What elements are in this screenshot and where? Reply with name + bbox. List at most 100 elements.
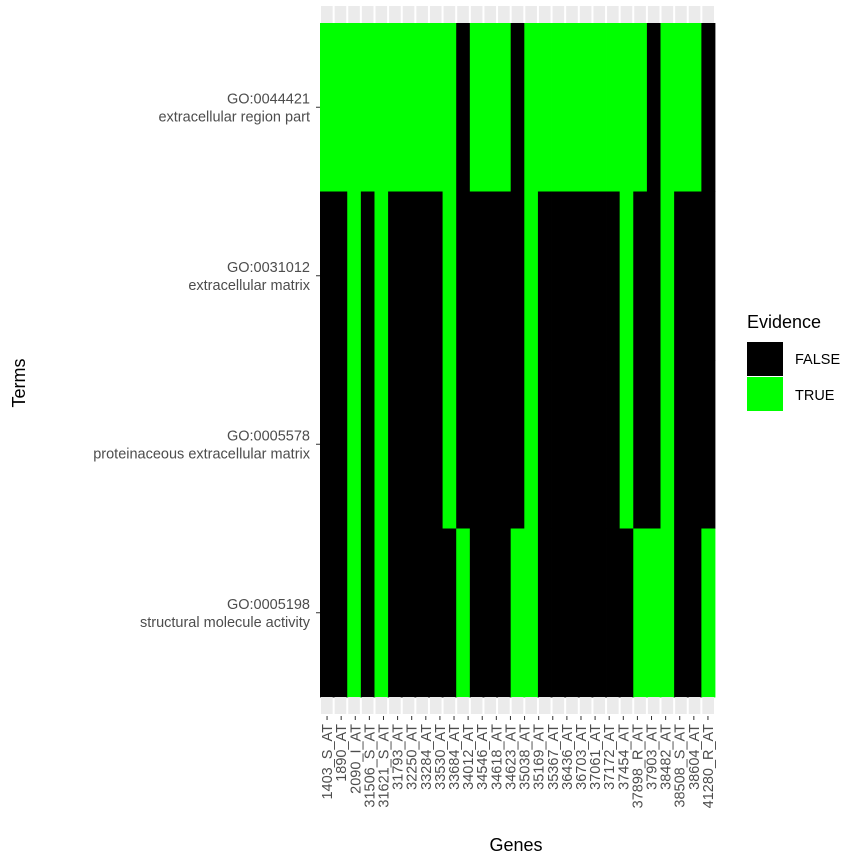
legend-swatch-true — [747, 377, 783, 411]
heatmap-cell — [442, 23, 457, 192]
bottom-strip-segment — [675, 697, 687, 714]
x-tick-label: 37903_AT — [645, 724, 661, 790]
x-tick-label: 38482_AT — [659, 724, 675, 790]
top-strip-segment — [675, 6, 687, 23]
heatmap-cell — [701, 360, 716, 529]
heatmap-cell — [374, 191, 389, 361]
heatmap-cell — [537, 191, 552, 361]
x-tick-label: 37898_R_AT — [630, 724, 646, 809]
legend-swatch-false — [747, 342, 783, 376]
bottom-strip-segment — [593, 697, 606, 714]
heatmap-cell — [606, 528, 621, 698]
heatmap-cell — [360, 23, 375, 192]
heatmap-cell — [537, 528, 552, 698]
top-strip-segment — [525, 6, 537, 23]
top-strip-segment — [593, 6, 606, 23]
heatmap-cell — [483, 191, 498, 361]
heatmap-cell — [388, 360, 403, 529]
x-tick-label: 36436_AT — [560, 724, 576, 790]
x-tick-label: 31793_AT — [391, 724, 407, 790]
top-strip-segment — [661, 6, 674, 23]
heatmap-cell — [401, 191, 416, 361]
top-strip-segment — [634, 6, 646, 23]
heatmap-cell — [428, 528, 443, 698]
heatmap-cell — [320, 23, 335, 192]
heatmap-cell — [660, 23, 675, 192]
top-strip-segment — [348, 6, 360, 23]
heatmap-cell — [633, 528, 648, 698]
bottom-strip-segment — [498, 697, 510, 714]
heatmap-cell — [565, 360, 580, 529]
heatmap-cell — [483, 360, 498, 529]
top-strip-segment — [511, 6, 524, 23]
heatmap-cell — [619, 360, 634, 529]
heatmap-cell — [483, 23, 498, 192]
heatmap-cell — [606, 23, 621, 192]
top-strip-segment — [334, 6, 347, 23]
heatmap-cell — [606, 360, 621, 529]
y-tick-label-id: GO:0031012 — [227, 260, 310, 276]
x-tick-label: 34546_AT — [475, 724, 491, 790]
bottom-strip-segment — [389, 697, 401, 714]
heatmap-cell — [578, 23, 593, 192]
y-axis: GO:0044421 extracellular region part GO:00… — [93, 91, 320, 631]
bottom-strip-segment — [429, 697, 442, 714]
heatmap-cell — [646, 528, 661, 698]
x-tick-label: 35169_AT — [532, 724, 548, 790]
heatmap-cell — [360, 191, 375, 361]
heatmap-cell — [510, 23, 525, 192]
heatmap-cell — [333, 360, 348, 529]
heatmap-cell — [469, 360, 484, 529]
bottom-strip-segment — [470, 697, 483, 714]
top-strip-segment — [389, 6, 401, 23]
heatmap-cell — [401, 528, 416, 698]
bottom-strip-segment — [525, 697, 537, 714]
heatmap-cell — [687, 191, 702, 361]
heatmap-cell — [456, 528, 471, 698]
bottom-strip-segment — [607, 697, 619, 714]
heatmap-cell — [510, 360, 525, 529]
heatmap-cell — [592, 360, 607, 529]
heatmap-cell — [565, 191, 580, 361]
bottom-tick-strip — [321, 697, 714, 714]
heatmap-cell — [633, 191, 648, 361]
x-tick-label: 31621_S_AT — [376, 724, 392, 808]
y-axis-title: Terms — [9, 359, 29, 408]
y-tick-label-name: extracellular matrix — [188, 278, 310, 294]
y-tick-label-id: GO:0005198 — [227, 597, 310, 613]
heatmap-cell — [524, 23, 539, 192]
heatmap-cell — [360, 528, 375, 698]
bottom-strip-segment — [321, 697, 333, 714]
bottom-strip-segment — [552, 697, 565, 714]
x-tick-label: 1403_S_AT — [320, 724, 336, 800]
bottom-strip-segment — [620, 697, 633, 714]
bottom-strip-segment — [484, 697, 497, 714]
heatmap-cell — [687, 23, 702, 192]
heatmap-cell — [619, 528, 634, 698]
bottom-strip-segment — [688, 697, 701, 714]
heatmap-cell — [578, 360, 593, 529]
heatmap-cell — [565, 528, 580, 698]
heatmap-cell — [674, 528, 689, 698]
top-strip-segment — [416, 6, 428, 23]
y-tick-label-id: GO:0044421 — [227, 91, 310, 107]
heatmap-cell — [442, 191, 457, 361]
x-tick-label: 37172_AT — [602, 724, 618, 790]
bottom-strip-segment — [661, 697, 674, 714]
heatmap-cell — [510, 528, 525, 698]
y-tick-label-id: GO:0005578 — [227, 428, 310, 444]
heatmap-cell — [646, 360, 661, 529]
bottom-strip-segment — [579, 697, 592, 714]
x-axis-title: Genes — [489, 835, 542, 854]
heatmap-cell — [360, 360, 375, 529]
heatmap-cell — [374, 23, 389, 192]
x-tick-label: 37061_AT — [588, 724, 604, 790]
bottom-strip-segment — [702, 697, 714, 714]
heatmap-cell — [565, 23, 580, 192]
heatmap-cell — [674, 191, 689, 361]
bottom-strip-segment — [647, 697, 660, 714]
heatmap-cell — [483, 528, 498, 698]
x-tick-label: 38604_AT — [687, 724, 703, 790]
heatmap-cell — [401, 360, 416, 529]
